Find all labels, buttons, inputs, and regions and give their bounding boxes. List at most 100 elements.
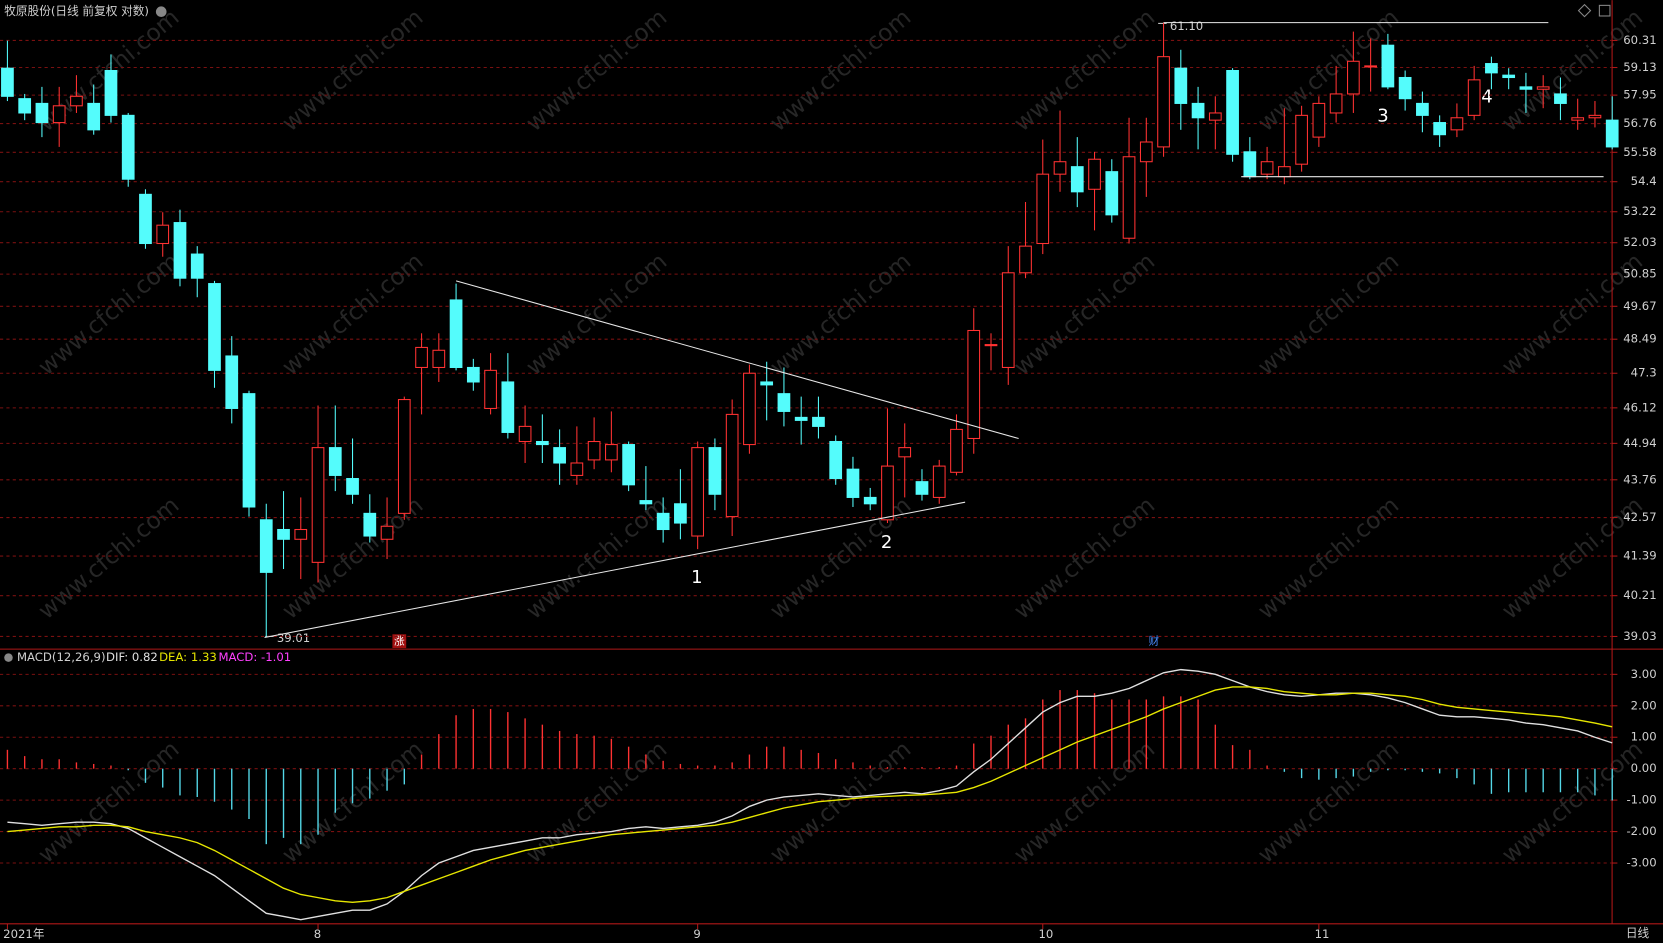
x-tick-label: 11 (1315, 927, 1330, 941)
y-tick-label: 3.00 (1631, 667, 1657, 681)
candle-body (1433, 122, 1447, 136)
candle-body (139, 193, 152, 245)
y-tick-label: 48.49 (1623, 332, 1656, 346)
candle-body (432, 349, 446, 368)
candle-body (622, 444, 635, 486)
candle-body (1157, 56, 1170, 148)
candle-body (863, 496, 877, 505)
candle-body (1277, 166, 1291, 178)
candle-body (173, 222, 187, 279)
trend-line (455, 280, 1019, 439)
y-tick-label: 1.00 (1631, 730, 1657, 744)
badge[interactable]: 涨 (394, 636, 405, 648)
candle-body (1588, 114, 1602, 119)
y-tick-label: 57.95 (1623, 88, 1656, 102)
indicator-menu[interactable] (4, 653, 13, 662)
pattern-mark: 4 (1481, 87, 1492, 108)
candle-body (915, 481, 929, 495)
tool-icon[interactable] (1598, 4, 1611, 17)
candle-body (1139, 141, 1153, 163)
candle-body (1605, 119, 1619, 148)
tool-icon[interactable] (1577, 3, 1592, 18)
candle-body (950, 428, 963, 473)
candle-body (743, 372, 756, 446)
candle-body (1347, 60, 1360, 95)
candle-body (587, 440, 601, 461)
candle-body (380, 525, 394, 540)
chart-title: 牧原股份(日线 前复权 对数) (4, 4, 149, 18)
candle-body (1364, 65, 1377, 68)
candle-body (898, 447, 912, 458)
candle-body (449, 299, 463, 368)
candle-body (535, 440, 549, 446)
candle-body (70, 95, 83, 107)
candle-body (1329, 93, 1343, 114)
candle-body (1, 67, 14, 97)
trend-line (264, 501, 966, 639)
y-tick-label: 0.00 (1631, 761, 1657, 775)
candle-body (35, 102, 49, 124)
y-tick-label: 49.67 (1623, 299, 1656, 313)
y-tick-label: 60.31 (1623, 33, 1656, 47)
badge[interactable]: 财 (1149, 635, 1160, 648)
candle-body (484, 369, 497, 409)
pattern-mark: 3 (1377, 106, 1388, 127)
candle-body (1191, 102, 1205, 119)
high-label: 61.10 (1170, 19, 1203, 33)
candle-body (121, 114, 135, 180)
candle-body (346, 478, 359, 495)
candle-body (466, 366, 480, 383)
candle-body (932, 465, 946, 498)
candle-body (87, 102, 101, 131)
candle-body (1122, 156, 1136, 239)
candle-body (208, 283, 221, 371)
legend-dea: DEA: 1.33 (159, 650, 217, 664)
y-tick-label: 40.21 (1623, 588, 1656, 602)
candle-body (1519, 86, 1533, 90)
candle-body (1312, 102, 1326, 138)
candle-body (639, 500, 653, 505)
candle-body (674, 503, 687, 524)
title-menu[interactable] (155, 6, 167, 18)
candle-body (1070, 166, 1084, 193)
candle-body (190, 253, 204, 279)
y-tick-label: 41.39 (1623, 549, 1656, 563)
legend-dif: DIF: 0.82 (106, 650, 158, 664)
candle-body (1502, 74, 1516, 79)
candle-body (967, 329, 981, 440)
y-tick-label: 50.85 (1623, 267, 1656, 281)
pattern-mark: 1 (691, 567, 702, 588)
candle-body (52, 105, 66, 124)
candle-body (1260, 161, 1274, 175)
candle-body (242, 393, 256, 508)
candle-body (656, 512, 670, 531)
candle-body (708, 447, 722, 495)
candle-body (18, 98, 32, 114)
candle-body (415, 346, 428, 368)
candle-body (518, 425, 532, 443)
candle-body (1450, 117, 1464, 131)
candle-body (1485, 63, 1498, 74)
candle-body (1571, 117, 1585, 121)
candle-body (777, 393, 791, 412)
candle-body (760, 381, 774, 386)
candle-body (259, 519, 273, 573)
legend-macd: MACD: -1.01 (218, 650, 291, 664)
candle-body (363, 512, 377, 537)
y-tick-label: 39.03 (1623, 629, 1656, 643)
y-tick-label: -2.00 (1626, 824, 1656, 838)
candle-body (1416, 102, 1429, 116)
candle-body (725, 413, 739, 518)
badge-bg (392, 634, 407, 649)
x-tick-label: 8 (314, 927, 321, 941)
candle-body (829, 440, 843, 480)
candle-body (311, 447, 325, 563)
candle-body (1554, 93, 1567, 104)
macd-line (7, 668, 1613, 921)
y-tick-label: -1.00 (1626, 793, 1656, 807)
low-label: 39.01 (277, 631, 310, 645)
candle-body (812, 416, 825, 427)
candle-body (328, 447, 342, 476)
